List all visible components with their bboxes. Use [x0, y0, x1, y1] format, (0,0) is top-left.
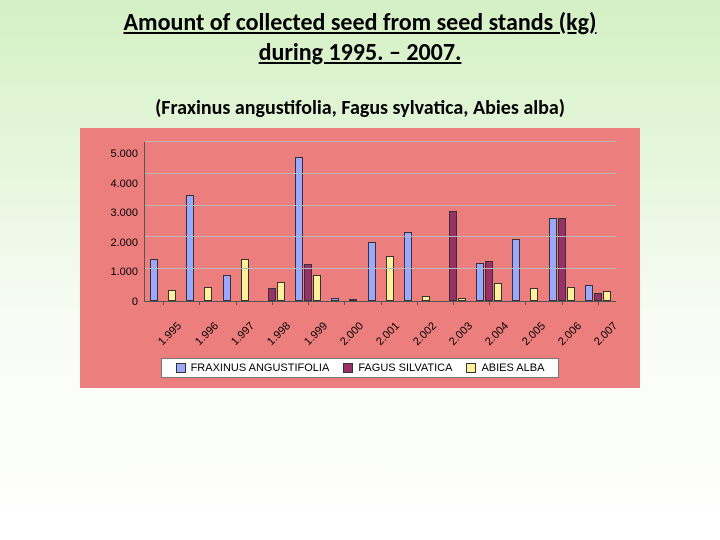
grid-line [145, 236, 616, 237]
bar [449, 211, 457, 301]
bar [558, 218, 566, 301]
x-tick-label: 1.999 [289, 302, 325, 332]
grid-line [145, 141, 616, 142]
bar [603, 291, 611, 301]
y-tick-label: 3.000 [110, 207, 138, 219]
bar [168, 290, 176, 301]
bar-group [471, 142, 507, 301]
y-tick-label: 2.000 [110, 237, 138, 249]
x-tick-label: 2.005 [507, 302, 543, 332]
grid-line [145, 205, 616, 206]
bar-group [362, 142, 398, 301]
bar [594, 293, 602, 301]
bar [313, 275, 321, 301]
chart-panel: 5.0004.0003.0002.0001.0000 1.9951.9961.9… [80, 128, 640, 388]
bar [204, 287, 212, 301]
bar [458, 298, 466, 301]
bar [331, 298, 339, 301]
bar-group [580, 142, 616, 301]
bar-group [544, 142, 580, 301]
bar [277, 282, 285, 301]
bar [512, 239, 520, 301]
x-tick-label: 2.002 [398, 302, 434, 332]
x-tick-label: 1.995 [144, 302, 180, 332]
bar-group [181, 142, 217, 301]
title-line-1: Amount of collected seed from seed stand… [124, 8, 597, 37]
x-labels: 1.9951.9961.9971.9981.9992.0002.0012.002… [144, 302, 616, 332]
x-tick-label: 2.006 [543, 302, 579, 332]
x-tick-label: 1.996 [180, 302, 216, 332]
bar [368, 242, 376, 301]
bar [585, 285, 593, 301]
bar-group [217, 142, 253, 301]
bar [268, 288, 276, 301]
bar [349, 299, 357, 301]
bar [241, 259, 249, 301]
bar [186, 195, 194, 301]
bar-group [290, 142, 326, 301]
bar [223, 275, 231, 301]
subtitle: (Fraxinus angustifolia, Fagus sylvatica,… [0, 96, 720, 120]
bar [404, 232, 412, 301]
legend-swatch [343, 363, 353, 373]
bar [485, 261, 493, 301]
y-tick-label: 1.000 [110, 266, 138, 278]
bar [422, 296, 430, 301]
plot-wrap: 5.0004.0003.0002.0001.0000 [104, 142, 616, 302]
legend-swatch [176, 363, 186, 373]
legend-label: FAGUS SILVATICA [358, 362, 452, 374]
grid-line [145, 173, 616, 174]
bar [530, 288, 538, 301]
y-tick-label: 4.000 [110, 178, 138, 190]
x-tick-label: 2.007 [580, 302, 616, 332]
legend-label: FRAXINUS ANGUSTIFOLIA [191, 362, 330, 374]
bar [304, 264, 312, 301]
bar-group [145, 142, 181, 301]
bar-group [435, 142, 471, 301]
y-axis: 5.0004.0003.0002.0001.0000 [104, 142, 144, 302]
x-tick-label: 2.003 [435, 302, 471, 332]
y-tick-label: 5.000 [110, 148, 138, 160]
bar [150, 259, 158, 301]
legend-label: ABIES ALBA [481, 362, 544, 374]
x-tick-label: 2.004 [471, 302, 507, 332]
bar [295, 157, 303, 301]
legend: FRAXINUS ANGUSTIFOLIA FAGUS SILVATICA ABIE… [161, 358, 560, 378]
legend-swatch [466, 363, 476, 373]
bar [567, 287, 575, 301]
legend-item: FAGUS SILVATICA [343, 362, 452, 374]
bar [386, 256, 394, 301]
bars-container [145, 142, 616, 301]
x-tick-label: 2.000 [326, 302, 362, 332]
bar-group [507, 142, 543, 301]
x-axis: 1.9951.9961.9971.9981.9992.0002.0012.002… [104, 302, 616, 332]
x-tick-label: 2.001 [362, 302, 398, 332]
bar [549, 218, 557, 301]
bar [494, 283, 502, 301]
title-line-2: during 1995. – 2007. [259, 38, 462, 67]
y-tick-label: 0 [132, 296, 138, 308]
grid-line [145, 268, 616, 269]
bar-group [399, 142, 435, 301]
bar-group [326, 142, 362, 301]
legend-item: ABIES ALBA [466, 362, 544, 374]
x-tick-label: 1.998 [253, 302, 289, 332]
legend-item: FRAXINUS ANGUSTIFOLIA [176, 362, 330, 374]
bar-group [254, 142, 290, 301]
x-tick-label: 1.997 [217, 302, 253, 332]
page-title: Amount of collected seed from seed stand… [0, 0, 720, 68]
plot-area [144, 142, 616, 302]
